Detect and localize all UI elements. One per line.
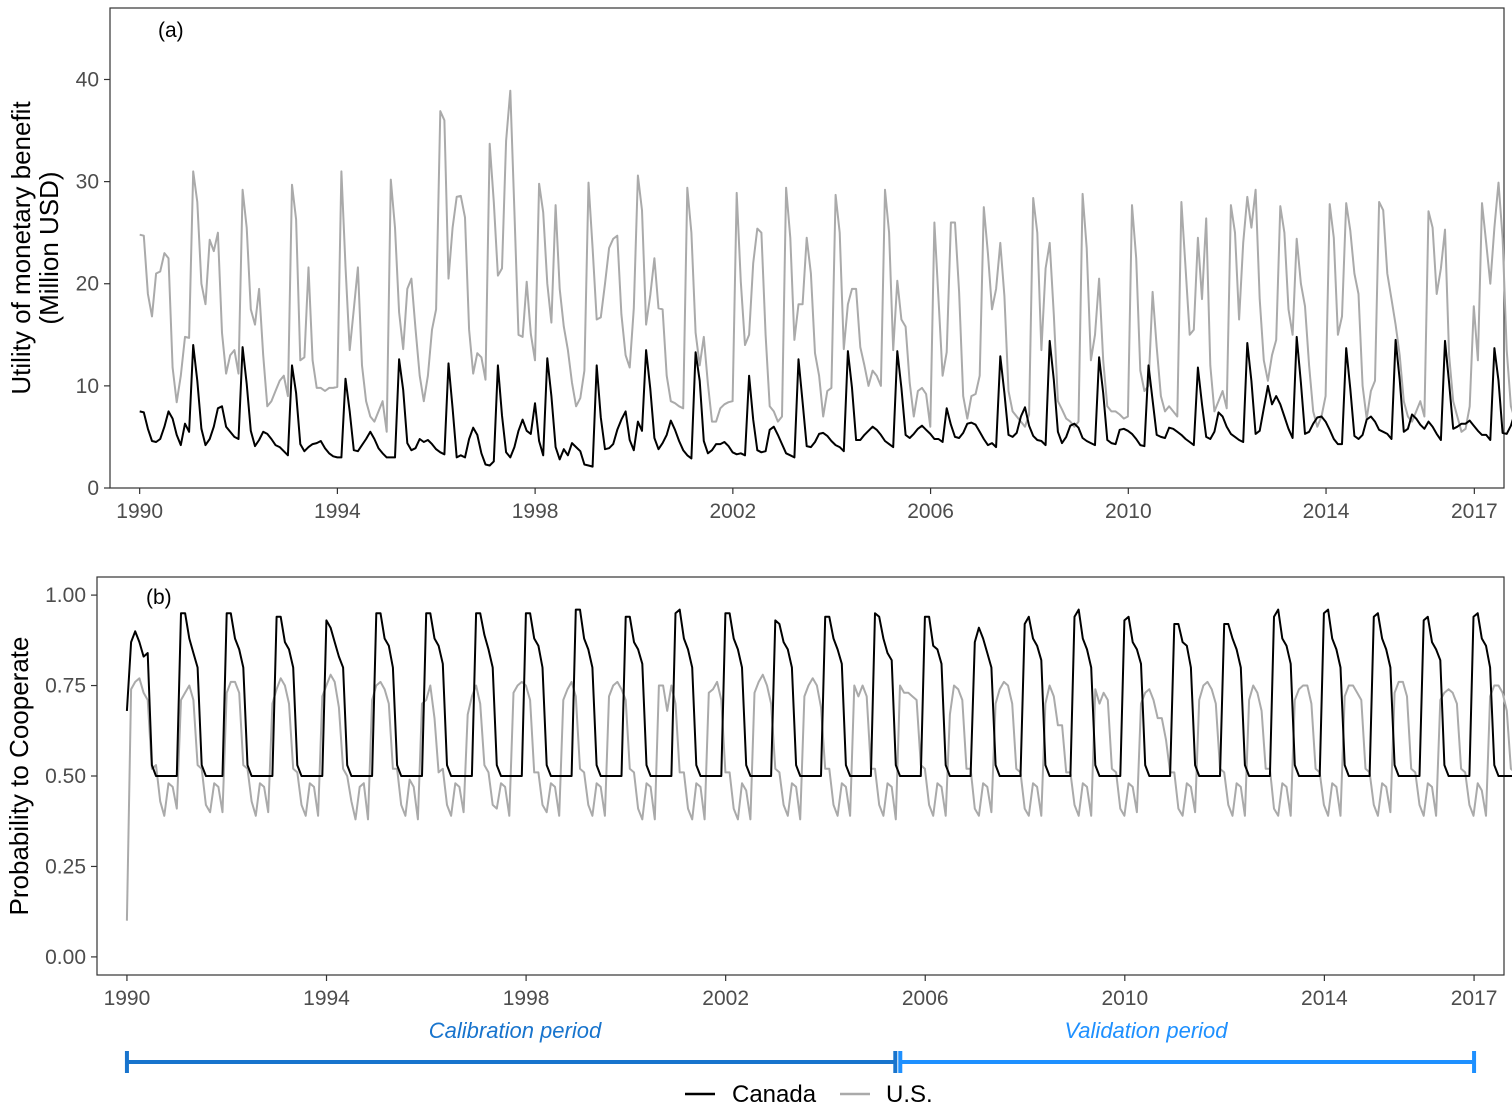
panel-a-lines (139, 89, 1512, 468)
panel-a-xtick-label: 2017 (1451, 500, 1498, 523)
panel-a-series-us-line (139, 89, 1512, 433)
panel-a-xtick-label: 1994 (314, 500, 361, 523)
panel-a-xtick-label: 2002 (709, 500, 756, 523)
panel-b-xtick-label: 2006 (902, 987, 949, 1010)
panel-b-ytick-label: 0.25 (45, 855, 86, 878)
panel-b-xtick-label: 1994 (303, 987, 350, 1010)
panel-a-ytick-label: 20 (76, 273, 99, 296)
panel-a-ylabel-line2: (Million USD) (34, 171, 64, 324)
legend-us-label: U.S. (886, 1081, 933, 1104)
panel-b-tag: (b) (146, 586, 172, 609)
panel-b-series-us-line (125, 673, 1512, 921)
period-annotations: Calibration period Validation period (124, 1018, 1477, 1073)
panel-a-xtick-label: 1990 (116, 500, 163, 523)
panel-b-xtick-label: 2002 (702, 987, 749, 1010)
period-bars (124, 1051, 1477, 1073)
panel-a-ytick-label: 30 (76, 171, 99, 194)
panel-b-lines (125, 608, 1512, 921)
panel-b-ytick-label: 0.50 (45, 765, 86, 788)
panel-b-ytick-label: 1.00 (45, 584, 86, 607)
panel-a-xtick-label: 2014 (1303, 500, 1350, 523)
panel-b-ylabel: Probability to Cooperate (4, 637, 34, 916)
panel-a-ylabel-line1: Utility of monetary benefit (6, 101, 36, 395)
panel-a-series-canada-line (139, 335, 1512, 468)
panel-b-ticks: 1990 1994 1998 2002 2006 2010 2014 2017 0.00 0.25… (45, 584, 1497, 1010)
panel-a-ytick-label: 0 (87, 477, 99, 500)
legend-canada-label: Canada (732, 1081, 817, 1104)
panel-b-ytick-label: 0.00 (45, 946, 86, 969)
panel-a-tag: (a) (158, 19, 184, 42)
panel-a-xtick-label: 2006 (907, 500, 954, 523)
panel-a-xtick-label: 2010 (1105, 500, 1152, 523)
validation-period-label: Validation period (1064, 1018, 1228, 1043)
panel-a-ytick-label: 10 (76, 375, 99, 398)
panel-b-series-canada-line (125, 608, 1512, 777)
panel-b: (b) 1990 1994 1998 2002 2006 2010 2014 2017 0.00… (4, 576, 1512, 1010)
panel-b-xtick-label: 2017 (1451, 987, 1498, 1010)
panel-a-ticks: 1990 1994 1998 2002 2006 2010 2014 2017 0 10 20 30 4… (76, 68, 1498, 523)
panel-a-xtick-label: 1998 (512, 500, 559, 523)
panel-b-xtick-label: 1990 (104, 987, 151, 1010)
legend: Canada U.S. (685, 1081, 933, 1104)
panel-a: (a) 1990 1994 1998 2002 2006 2010 2014 2017 0 10 2… (6, 7, 1512, 523)
panel-b-xtick-label: 1998 (503, 987, 550, 1010)
panel-b-ytick-label: 0.75 (45, 675, 86, 698)
panel-b-xtick-label: 2014 (1301, 987, 1348, 1010)
panel-a-ytick-label: 40 (76, 68, 99, 91)
panel-b-xtick-label: 2010 (1101, 987, 1148, 1010)
calibration-period-label: Calibration period (429, 1018, 602, 1043)
